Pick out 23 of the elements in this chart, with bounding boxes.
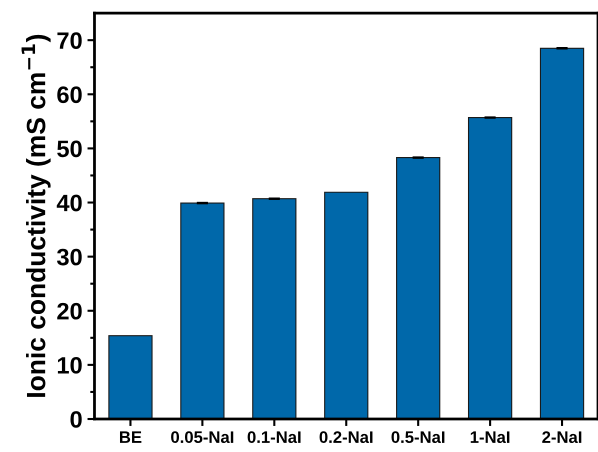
y-tick-label: 50 <box>57 140 82 158</box>
x-tick-label: BE <box>120 431 142 443</box>
bar <box>468 117 512 420</box>
x-tick-label: 0.5-NaI <box>392 431 444 444</box>
bar <box>180 202 225 420</box>
y-tick-label: 10 <box>58 356 82 374</box>
x-tick-label: 0.05-NaI <box>171 431 234 444</box>
x-tick-label: 1-NaI <box>470 431 510 444</box>
bar <box>540 48 584 420</box>
y-tick-label: 0 <box>70 411 82 428</box>
x-tick-label: 0.1-NaI <box>248 431 301 444</box>
y-tick-label: 70 <box>57 32 82 49</box>
bar <box>108 335 153 420</box>
x-tick-label: 0.2-NaI <box>320 431 372 444</box>
x-tick-label: 2-NaI <box>542 431 582 444</box>
y-tick-label: 40 <box>56 194 82 212</box>
y-tick-label: 20 <box>57 302 82 320</box>
bar <box>324 192 368 420</box>
y-tick-label: 30 <box>56 248 82 266</box>
y-axis-title: Ionic conductivity (mS cm$^{−1}$) <box>22 34 51 397</box>
y-tick-label: 60 <box>57 86 82 104</box>
bar <box>396 157 440 420</box>
bar <box>252 198 296 420</box>
